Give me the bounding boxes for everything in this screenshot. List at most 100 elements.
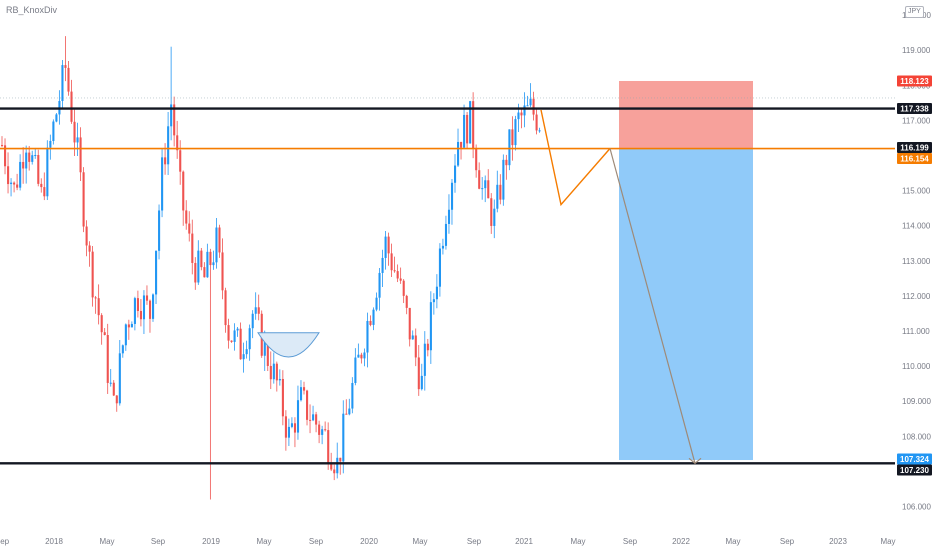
candle-body — [170, 104, 173, 127]
candle — [127, 319, 130, 340]
candle-body — [478, 170, 481, 189]
candle — [538, 127, 541, 133]
candle-body — [148, 300, 152, 319]
symbol-title: RB_KnoxDiv — [6, 5, 58, 15]
candle-body — [155, 250, 158, 295]
candle — [357, 343, 360, 358]
x-tick-label: Sep — [0, 537, 10, 546]
candle-body — [64, 65, 67, 68]
candle-body — [115, 395, 118, 404]
x-tick-label: 2022 — [672, 537, 690, 546]
price-label-bg — [897, 103, 932, 115]
candle — [306, 389, 309, 426]
candle — [1, 136, 4, 148]
candle-body — [384, 236, 387, 258]
candle-body — [236, 328, 239, 331]
candle — [124, 323, 127, 351]
candle — [130, 321, 133, 328]
x-tick-label: Sep — [467, 537, 482, 546]
price-label-support: 107.230 — [897, 464, 932, 476]
candle-body — [28, 152, 31, 162]
candle-body — [37, 155, 40, 184]
candle-body — [526, 105, 529, 107]
candle — [330, 452, 333, 472]
candle-body — [254, 307, 257, 314]
x-axis[interactable]: Sep 2018 May Sep 2019 May Sep 2020 May Sep 2021 May… — [0, 535, 932, 550]
candle-body — [499, 184, 502, 200]
candle — [103, 328, 106, 336]
candle — [13, 181, 16, 193]
candle — [269, 351, 272, 390]
candle — [351, 377, 354, 414]
candle — [230, 340, 233, 343]
candle-body — [508, 129, 511, 166]
candle-body — [378, 272, 381, 298]
price-label-bg — [897, 75, 932, 87]
candle — [76, 122, 79, 157]
candle — [393, 256, 396, 273]
candle-body — [272, 363, 275, 380]
candle — [185, 200, 188, 230]
y-tick-label: 117.000 — [902, 116, 931, 125]
price-labels-layer: 118.123 117.338 116.199 116.154 107.324 107.2… — [897, 75, 932, 476]
currency-badge[interactable]: JPY — [905, 6, 924, 18]
candle-body — [158, 210, 161, 251]
candle — [200, 247, 203, 271]
candle — [432, 293, 435, 315]
position-zones-layer — [619, 80, 753, 461]
candle — [272, 352, 275, 384]
candle — [91, 245, 94, 307]
price-label-entry-alt: 116.154 — [897, 153, 932, 165]
x-tick-label: 2023 — [829, 537, 847, 546]
candle — [176, 120, 179, 159]
candle-body — [185, 210, 188, 224]
candle — [450, 178, 454, 225]
price-label-resistance: 117.338 — [897, 103, 932, 115]
candle — [312, 405, 315, 422]
price-label-text: 116.199 — [900, 144, 929, 153]
candle-body — [387, 236, 390, 254]
candle-body — [161, 157, 164, 211]
candle-body — [164, 157, 167, 165]
candle-body — [405, 295, 408, 308]
candle-body — [399, 278, 402, 281]
candle-body — [142, 295, 146, 320]
candle-body — [182, 171, 185, 211]
candle — [435, 274, 438, 309]
candle-body — [469, 101, 472, 144]
candle — [303, 381, 306, 395]
candle — [121, 344, 124, 358]
candle — [369, 315, 372, 327]
candle — [242, 342, 245, 373]
candle-body — [242, 354, 245, 360]
candle — [25, 145, 28, 184]
candle — [52, 119, 55, 145]
candle — [505, 154, 508, 180]
candle — [109, 368, 112, 387]
candle — [487, 169, 490, 199]
candle-body — [426, 343, 429, 351]
candle — [481, 176, 484, 200]
candle-body — [450, 182, 454, 210]
candle — [447, 194, 451, 234]
candle-body — [212, 262, 215, 266]
candle-body — [82, 172, 85, 227]
candle-body — [315, 414, 318, 425]
projection-path — [540, 109, 611, 207]
candle-body — [336, 457, 339, 474]
candle-body — [330, 462, 333, 470]
candle — [161, 149, 164, 218]
candle — [372, 307, 375, 331]
candle-body — [245, 349, 248, 355]
candle-body — [70, 91, 73, 122]
candle — [40, 178, 43, 193]
candle — [206, 243, 209, 278]
candle-body — [67, 67, 70, 92]
candle — [535, 108, 538, 135]
price-label-target: 107.324 — [897, 453, 932, 465]
candle-body — [112, 382, 115, 396]
x-tick-label: Sep — [309, 537, 324, 546]
y-axis-background — [895, 0, 932, 535]
candle — [417, 345, 420, 396]
